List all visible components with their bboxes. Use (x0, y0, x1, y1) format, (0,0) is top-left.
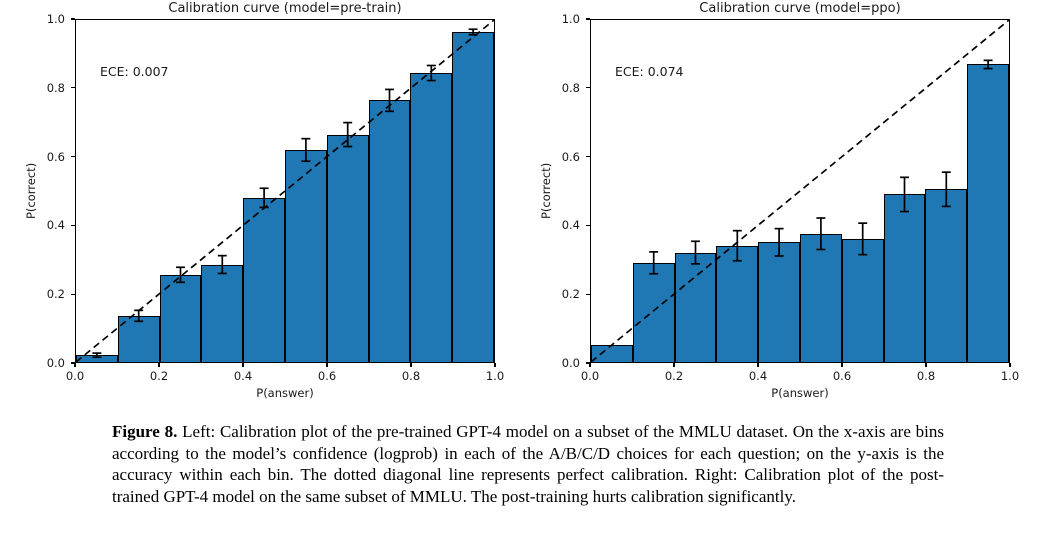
diagonal-and-errorbars-overlay (591, 20, 1009, 362)
histogram-bar (452, 31, 494, 362)
y-tick-mark (71, 156, 75, 158)
x-tick-mark (410, 363, 412, 367)
x-tick-mark (1009, 363, 1011, 367)
y-tick-mark (71, 18, 75, 20)
histogram-bar (925, 189, 968, 362)
histogram-bar (368, 100, 411, 362)
x-tick-label: 0.0 (65, 369, 85, 383)
y-tick-label: 0.0 (46, 356, 65, 370)
y-tick-label: 0.2 (46, 287, 65, 302)
x-tick-mark (757, 363, 759, 367)
x-tick-label: 0.8 (916, 369, 936, 383)
perfect-calibration-line (76, 20, 494, 362)
y-tick-mark (71, 362, 75, 364)
histogram-bar (674, 252, 717, 362)
x-tick-label: 0.2 (664, 369, 684, 383)
histogram-bar (883, 194, 926, 362)
figure-caption-text: Left: Calibration plot of the pre-traine… (112, 422, 944, 506)
histogram-bar (716, 245, 759, 362)
x-tick-mark (589, 363, 591, 367)
y-tick-label: 1.0 (46, 12, 65, 26)
x-tick-mark (326, 363, 328, 367)
y-tick-label: 1.0 (561, 12, 580, 26)
x-tick-label: 1.0 (485, 369, 505, 383)
y-tick-label: 0.4 (46, 218, 65, 233)
plot-area: ECE: 0.074 (590, 19, 1010, 363)
x-tick-label: 0.0 (580, 369, 600, 383)
y-tick-label: 0.8 (46, 80, 65, 95)
y-tick-mark (71, 224, 75, 226)
y-tick-label: 0.2 (561, 287, 580, 302)
chart-title: Calibration curve (model=pre-train) (168, 1, 402, 16)
histogram-bar (800, 233, 842, 362)
chart-title: Calibration curve (model=ppo) (699, 1, 901, 16)
histogram-bar (159, 274, 202, 362)
histogram-bar (243, 197, 285, 362)
x-tick-label: 0.6 (832, 369, 852, 383)
x-tick-mark (925, 363, 927, 367)
x-tick-label: 0.4 (748, 369, 768, 383)
y-tick-label: 0.6 (46, 149, 65, 164)
perfect-calibration-line (591, 20, 1009, 362)
x-tick-label: 0.6 (317, 369, 337, 383)
histogram-bars (591, 20, 1009, 362)
histogram-bar (758, 242, 800, 362)
ece-annotation: ECE: 0.074 (615, 64, 684, 79)
figure-caption: Figure 8. Left: Calibration plot of the … (112, 421, 944, 507)
x-tick-mark (158, 363, 160, 367)
histogram-bar (967, 64, 1009, 362)
y-axis-label: P(correct) (539, 162, 553, 220)
x-tick-mark (242, 363, 244, 367)
y-tick-label: 0.6 (561, 149, 580, 164)
y-tick-mark (71, 293, 75, 295)
y-tick-mark (586, 224, 590, 226)
y-tick-mark (586, 362, 590, 364)
y-tick-mark (586, 18, 590, 20)
y-axis-label: P(correct) (24, 162, 38, 220)
x-tick-label: 1.0 (1000, 369, 1020, 383)
y-tick-mark (586, 87, 590, 89)
histogram-bar (410, 73, 453, 362)
plot-area: ECE: 0.007 (75, 19, 495, 363)
y-tick-mark (71, 87, 75, 89)
y-tick-mark (586, 156, 590, 158)
histogram-bar (841, 238, 884, 362)
diagonal-and-errorbars-overlay (76, 20, 494, 362)
x-tick-label: 0.2 (149, 369, 169, 383)
x-tick-label: 0.8 (401, 369, 421, 383)
y-tick-label: 0.0 (561, 356, 580, 370)
y-tick-label: 0.4 (561, 218, 580, 233)
x-tick-mark (673, 363, 675, 367)
x-axis-label: P(answer) (771, 386, 829, 400)
calibration-chart-pretrain: Calibration curve (model=pre-train) ECE:… (0, 0, 527, 415)
x-tick-mark (841, 363, 843, 367)
x-tick-mark (74, 363, 76, 367)
y-tick-label: 0.8 (561, 80, 580, 95)
figure-caption-label: Figure 8. (112, 422, 183, 441)
x-axis-label: P(answer) (256, 386, 314, 400)
y-tick-mark (586, 293, 590, 295)
x-tick-mark (494, 363, 496, 367)
histogram-bar (632, 262, 675, 362)
ece-annotation: ECE: 0.007 (100, 64, 169, 79)
calibration-chart-ppo: Calibration curve (model=ppo) ECE: 0.074… (515, 0, 1042, 415)
x-tick-label: 0.4 (233, 369, 253, 383)
